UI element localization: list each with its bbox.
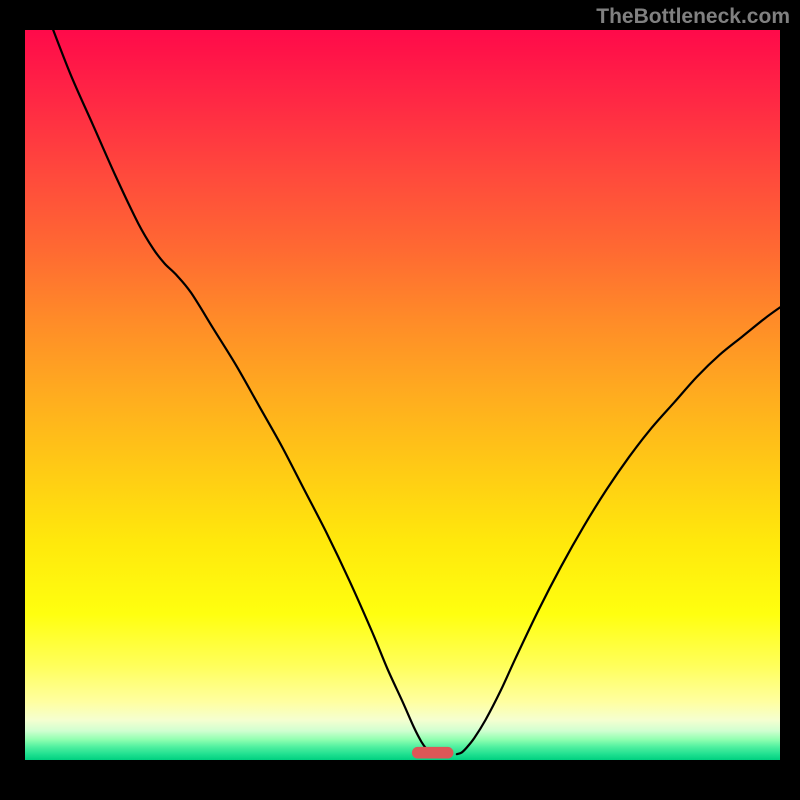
bottleneck-chart bbox=[25, 30, 780, 760]
plot-area bbox=[25, 30, 780, 760]
bottom-border bbox=[0, 760, 800, 800]
gradient-background bbox=[25, 30, 780, 760]
chart-container: TheBottleneck.com bbox=[0, 0, 800, 800]
watermark-text: TheBottleneck.com bbox=[596, 5, 790, 29]
optimal-marker bbox=[412, 747, 454, 759]
